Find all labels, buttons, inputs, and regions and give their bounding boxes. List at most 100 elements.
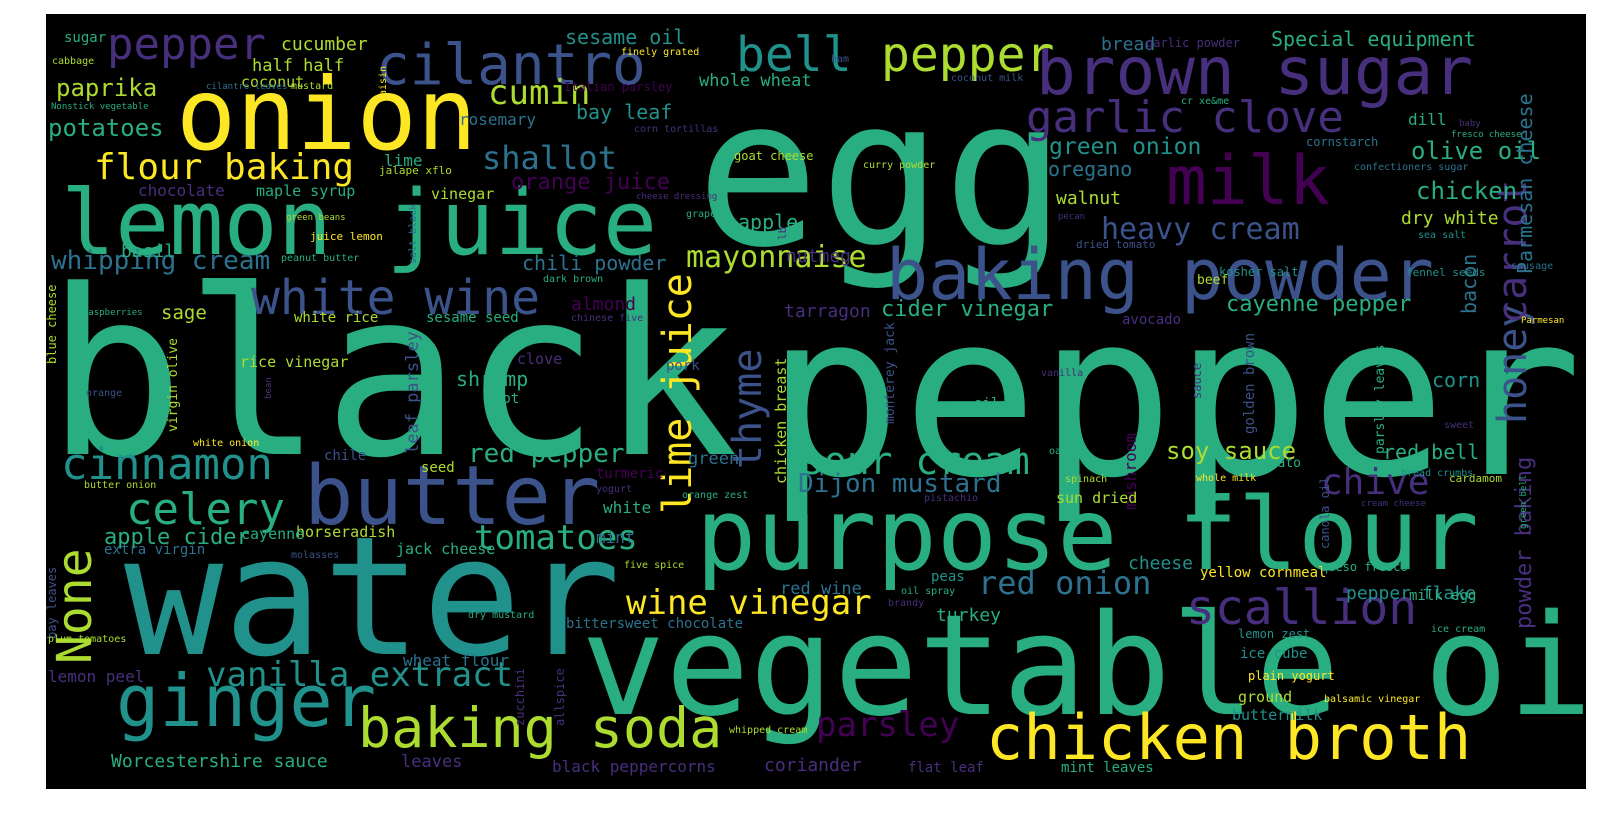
word-sausage: sausage — [1511, 261, 1553, 272]
word-raisin: raisin — [378, 66, 389, 102]
word-apple: apple — [738, 210, 798, 234]
word-lemon-peel: lemon peel — [48, 667, 144, 686]
word-dijon-mustard: Dijon mustard — [798, 469, 1002, 499]
word-pork: pork — [666, 358, 700, 374]
word-allspice: allspice — [553, 668, 567, 726]
word-tomato: tomato — [1254, 456, 1301, 471]
word-pepper: pepper — [881, 27, 1054, 83]
word-cucumber: cucumber — [281, 34, 368, 55]
word-apple-cider: apple cider — [104, 525, 250, 550]
word-milk: milk — [1166, 142, 1330, 221]
word-orange: orange — [86, 388, 122, 399]
word-bean: bean — [264, 377, 274, 399]
word-chinese-five: chinese five — [571, 313, 643, 324]
word-butter: butter — [304, 449, 600, 544]
word-sage: sage — [161, 302, 207, 324]
word-chili-powder: chili powder — [522, 251, 667, 275]
word-balsamic-vinegar: balsamic vinegar — [1324, 694, 1420, 705]
word-cayenne-pepper: cayenne pepper — [1226, 292, 1411, 317]
word-carrot: carrot — [1490, 180, 1536, 325]
word-seed: seed — [421, 460, 455, 476]
word-parsley: parsley — [816, 705, 959, 745]
word-juice-lemon: juice lemon — [310, 230, 383, 243]
word-orange-zest: orange zest — [682, 490, 748, 501]
word-thyme: thyme — [725, 349, 771, 469]
word-virgin-olive: virgin olive — [166, 338, 181, 432]
word-blue-cheese: blue cheese — [46, 285, 59, 364]
word-bay-leaf: bay leaf — [576, 100, 672, 124]
word-pepper: pepper — [107, 19, 266, 70]
word-green-beans: green beans — [286, 213, 346, 223]
word-chive: chive — [1321, 462, 1429, 503]
word-molasses: molasses — [291, 550, 339, 561]
word-cumin: cumin — [488, 73, 590, 113]
word-half-half: half half — [252, 56, 344, 76]
word-lemon-juice: lemon juice — [61, 171, 657, 276]
word-mayonnaise: mayonnaise — [686, 240, 867, 275]
word-oat: oat — [1049, 446, 1067, 457]
word-sweet: sweet — [1444, 420, 1474, 431]
word-vinegar: vinegar — [431, 185, 494, 203]
word-finely-grated: finely grated — [621, 47, 699, 58]
word-horseradish: horseradish — [296, 523, 395, 541]
word-orange-juice: orange juice — [511, 170, 670, 195]
word-green: green — [688, 449, 739, 469]
word-cardamom: cardamom — [1449, 472, 1502, 485]
word-dill: dill — [1408, 110, 1447, 129]
word-rosemary: rosemary — [459, 110, 536, 129]
word-oregano: oregano — [1048, 157, 1132, 181]
word-sea-salt: sea salt — [1418, 230, 1466, 241]
word-kosher-salt: kosher salt — [1219, 265, 1298, 279]
word-spinach: spinach — [1065, 474, 1107, 485]
word-grape: grape — [686, 209, 716, 220]
word-chicken-broth: chicken broth — [986, 701, 1471, 774]
word-cinnamon: cinnamon — [61, 439, 273, 490]
word-walnut: walnut — [1056, 188, 1121, 209]
word-white-onion: white onion — [193, 438, 259, 449]
word-hot: hot — [494, 391, 519, 407]
word-mint-leaves: mint leaves — [1061, 760, 1154, 776]
word-peas: peas — [931, 569, 965, 585]
word-cheese-dressing: cheese dressing — [636, 192, 717, 202]
word-lemon-zest: lemon zest — [1238, 627, 1310, 641]
word-butter-onion: butter onion — [84, 480, 156, 491]
word-beef: beef — [1197, 273, 1228, 288]
word-chocolate: chocolate — [138, 181, 225, 200]
word-wheat-flour: wheat flour — [403, 651, 509, 670]
word-oil-spray: oil spray — [901, 586, 955, 597]
word-water: water — [124, 501, 621, 693]
word-dry-mustard: dry mustard — [468, 610, 534, 621]
word-maple-syrup: maple syrup — [256, 182, 355, 200]
word-tarragon: tarragon — [784, 301, 871, 322]
word-lime: lime — [384, 151, 423, 170]
word-pecan: pecan — [1058, 212, 1085, 222]
word-onion: onion — [176, 56, 477, 173]
word-brandy: brandy — [888, 598, 924, 609]
word-chicken-breast: chicken breast — [772, 358, 790, 484]
word-clove: clove — [517, 350, 562, 368]
word-plain-yogurt: plain yogurt — [1248, 669, 1335, 683]
word-lb: lb — [776, 227, 789, 240]
word-corn-tortillas: corn tortillas — [634, 124, 718, 135]
word-zucchini: zucchini — [513, 668, 527, 726]
word-soy-sauce: soy sauce — [1166, 437, 1296, 465]
word-italian-parsley: Italian parsley — [564, 80, 672, 94]
word-fresco-cheese: fresco cheese — [1451, 130, 1521, 140]
word-mint: mint — [596, 528, 635, 547]
word-worcestershire-sauce: Worcestershire sauce — [111, 751, 328, 772]
word-almond: almond — [571, 294, 636, 315]
word-celery: celery — [126, 484, 285, 535]
word-nonstick-vegetable: Nonstick vegetable — [51, 102, 149, 112]
word-peanut-butter: peanut butter — [281, 253, 359, 264]
word-queso-fresco: queso fresco — [1321, 560, 1408, 574]
word-canola-oil: canola oil — [1318, 477, 1332, 549]
word-cilantro: cilantro — [376, 33, 646, 98]
word-sesame-oil: sesame oil — [565, 25, 685, 49]
word-buttermilk: buttermilk — [1232, 706, 1322, 724]
word-confectioners-sugar: confectioners sugar — [1354, 162, 1468, 173]
word-pistachio: pistachio — [924, 493, 978, 504]
word-jalape-xflo: jalape xflo — [379, 164, 452, 177]
word-vanilla: vanilla — [1041, 368, 1083, 379]
word-ground: ground — [1238, 688, 1292, 706]
